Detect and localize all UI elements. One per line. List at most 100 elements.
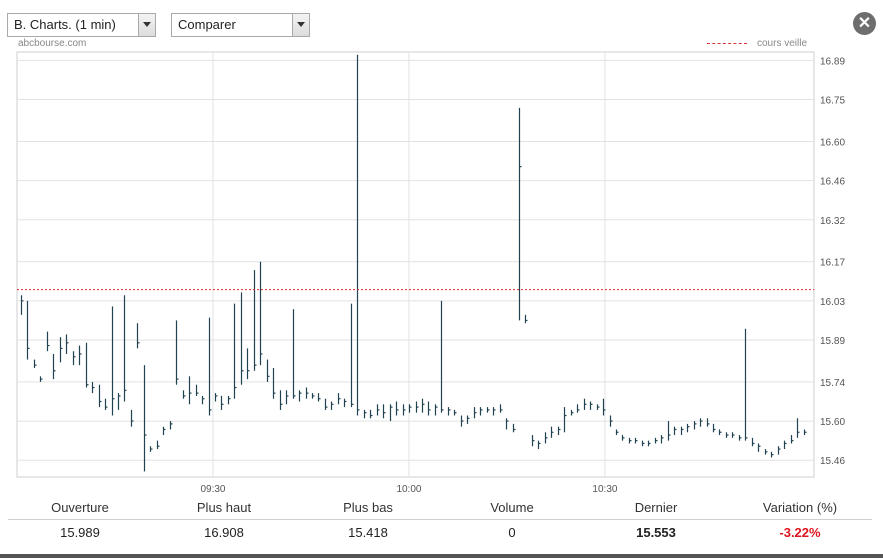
- price-bar: [259, 261, 263, 366]
- price-bar: [473, 407, 477, 419]
- price-bar: [20, 295, 24, 315]
- price-bar: [751, 437, 755, 447]
- price-bar: [427, 401, 431, 416]
- stat-header-low: Plus bas: [343, 500, 393, 515]
- close-button[interactable]: ✕: [853, 12, 876, 35]
- price-bar: [803, 429, 807, 436]
- price-bar: [65, 334, 69, 354]
- price-bar: [654, 437, 658, 444]
- y-tick-label: 15.46: [820, 456, 845, 467]
- price-bar: [570, 409, 574, 416]
- y-tick-label: 16.46: [820, 177, 845, 188]
- price-bar: [91, 381, 95, 394]
- price-bar: [233, 303, 237, 399]
- price-bar: [531, 435, 535, 447]
- price-bar: [214, 393, 218, 402]
- stat-high-value: 16.908: [204, 525, 244, 540]
- price-bar: [350, 303, 354, 408]
- price-bar: [130, 409, 134, 427]
- stats-value-row: 15.989 16.908 15.418 0 15.553 -3.22%: [8, 520, 872, 546]
- price-bar: [182, 390, 186, 399]
- stats-divider: [8, 519, 872, 520]
- price-bar: [52, 353, 56, 380]
- y-tick-label: 16.03: [820, 297, 845, 308]
- price-bar: [311, 393, 315, 399]
- compare-select-value: Comparer: [178, 17, 236, 32]
- price-bar: [628, 437, 632, 444]
- price-bar: [466, 415, 470, 424]
- close-icon[interactable]: ✕: [857, 15, 872, 32]
- x-tick-label: 10:30: [592, 484, 617, 495]
- price-bar: [111, 306, 115, 416]
- price-bar: [149, 446, 153, 452]
- y-tick-label: 16.60: [820, 137, 845, 148]
- price-bar: [499, 404, 503, 413]
- price-bar: [98, 384, 102, 408]
- price-bar: [285, 390, 289, 405]
- price-bar: [421, 398, 425, 413]
- price-bar: [305, 387, 309, 399]
- price-bar: [447, 407, 451, 416]
- stat-last-value: 15.553: [636, 525, 676, 540]
- period-select[interactable]: B. Charts. (1 min): [7, 13, 156, 37]
- price-bar: [602, 398, 606, 416]
- chevron-down-icon[interactable]: [292, 14, 309, 36]
- price-bar: [744, 328, 748, 441]
- price-bar: [615, 429, 619, 436]
- period-select-value: B. Charts. (1 min): [14, 17, 116, 32]
- x-tick-label: 10:00: [396, 484, 421, 495]
- stat-open-value: 15.989: [60, 525, 100, 540]
- price-bar: [72, 351, 76, 366]
- price-bar: [783, 440, 787, 450]
- y-tick-label: 15.74: [820, 378, 845, 389]
- price-bar: [78, 345, 82, 366]
- price-bar: [39, 376, 43, 382]
- price-bar: [337, 393, 341, 405]
- price-bar: [660, 435, 664, 444]
- price-bar: [699, 418, 703, 427]
- price-bar: [673, 426, 677, 436]
- price-bar: [279, 390, 283, 410]
- price-bar: [440, 300, 444, 413]
- price-bar: [162, 426, 166, 436]
- price-bar: [363, 409, 367, 419]
- price-bar: [790, 435, 794, 444]
- price-bar: [757, 443, 761, 452]
- price-bar: [460, 415, 464, 427]
- price-bar: [505, 418, 509, 430]
- chevron-down-icon[interactable]: [138, 14, 155, 36]
- price-bar: [395, 401, 399, 416]
- price-bar: [408, 404, 412, 413]
- stat-volume-value: 0: [508, 525, 516, 540]
- price-bar: [292, 309, 296, 399]
- price-bar: [46, 331, 50, 352]
- price-bar: [777, 446, 781, 455]
- price-bar: [641, 440, 645, 447]
- price-bar: [33, 359, 37, 368]
- y-tick-label: 15.89: [820, 336, 845, 347]
- price-bar: [59, 337, 63, 363]
- x-tick-label: 09:30: [200, 484, 225, 495]
- price-bar: [589, 401, 593, 410]
- price-bar: [453, 409, 457, 416]
- price-bar: [382, 404, 386, 419]
- compare-select[interactable]: Comparer: [171, 13, 310, 37]
- price-bar: [240, 292, 244, 385]
- stat-header-volume: Volume: [490, 500, 534, 515]
- stat-variation-value: -3.22%: [779, 525, 821, 540]
- price-bar: [544, 432, 548, 444]
- price-bar: [201, 395, 205, 405]
- price-bar: [175, 320, 179, 385]
- price-bar: [156, 440, 160, 450]
- price-bar: [343, 398, 347, 408]
- price-bar: [537, 440, 541, 450]
- price-bar: [706, 418, 710, 427]
- stat-header-variation: Variation (%): [762, 500, 838, 515]
- price-bar: [298, 390, 302, 402]
- price-bar: [389, 404, 393, 422]
- price-chart: 16.89 16.75 16.60 16.46 16.32 16.17 16.03 15.89…: [16, 51, 845, 495]
- price-bar: [634, 437, 638, 444]
- price-bar: [266, 359, 270, 382]
- bottom-scrollbar: [0, 554, 883, 558]
